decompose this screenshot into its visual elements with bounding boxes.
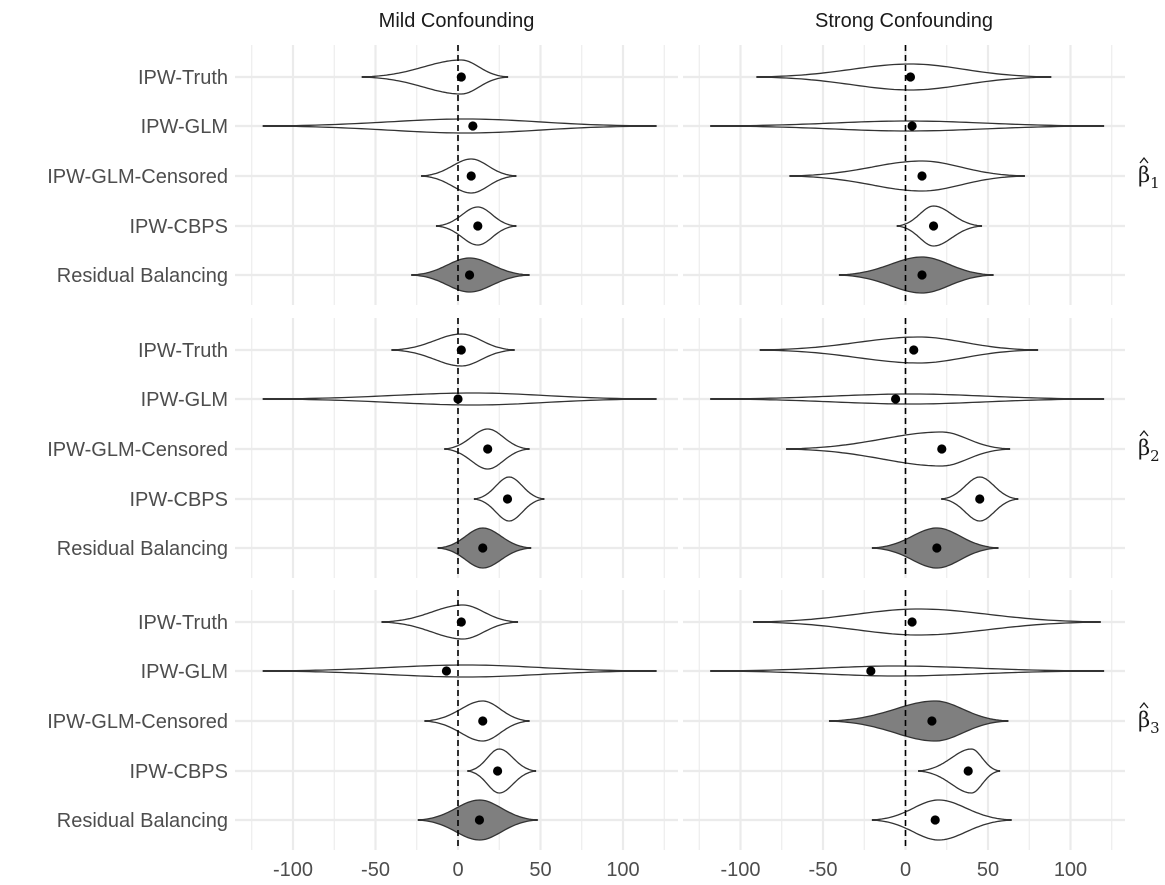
mean-point <box>891 394 901 404</box>
mean-point <box>478 716 488 726</box>
x-tick-label: 0 <box>900 859 911 881</box>
row-strip-label: β1 <box>1138 163 1160 192</box>
violin-ipw-truth <box>759 336 1039 364</box>
mean-point <box>907 121 917 131</box>
x-tick-label: 50 <box>529 859 551 881</box>
mean-point <box>456 345 466 355</box>
mean-point <box>466 171 476 181</box>
x-tick-label: -100 <box>720 859 760 881</box>
mean-point <box>905 72 916 82</box>
method-tick-label: IPW-CBPS <box>129 761 228 783</box>
violin-ipw-glm <box>262 118 657 134</box>
mean-point <box>963 766 973 776</box>
mean-point <box>917 270 927 280</box>
x-tick-label: 100 <box>1054 859 1087 881</box>
method-tick-label: IPW-CBPS <box>129 216 228 238</box>
mean-point <box>502 494 513 504</box>
mean-point <box>441 666 452 676</box>
mean-point <box>909 345 919 355</box>
method-tick-label: IPW-GLM <box>141 389 228 411</box>
row-strip-label: β3 <box>1138 708 1160 737</box>
mean-point <box>928 221 939 231</box>
panel-r2-c2 <box>683 318 1125 578</box>
method-tick-label: IPW-GLM <box>141 116 228 138</box>
method-tick-label: Residual Balancing <box>57 810 228 832</box>
violin-ipw-truth <box>753 608 1101 636</box>
violin-ipw-truth <box>391 333 515 367</box>
method-tick-label: IPW-Truth <box>138 67 228 89</box>
mean-point <box>456 617 466 627</box>
panel-r3-c1 <box>235 590 678 850</box>
violin-residual-balancing <box>838 256 994 294</box>
row-strip-label: β2 <box>1138 436 1160 465</box>
mean-point <box>932 543 942 553</box>
mean-point <box>927 716 937 726</box>
mean-point <box>866 666 876 676</box>
violin-ipw-cbps <box>896 205 983 247</box>
method-tick-label: IPW-GLM <box>141 661 228 683</box>
method-tick-label: IPW-GLM-Censored <box>47 439 228 461</box>
panel-r2-c1 <box>235 318 678 578</box>
mean-point <box>464 270 475 280</box>
x-tick-label: -50 <box>361 859 390 881</box>
violin-ipw-glm-censored <box>786 431 1011 467</box>
violin-ipw-glm-censored <box>424 700 530 742</box>
mean-point <box>907 617 917 627</box>
x-tick-label: -50 <box>809 859 838 881</box>
panel-r1-c1 <box>235 45 678 305</box>
violin-ipw-truth <box>381 604 519 640</box>
violin-ipw-truth <box>756 63 1052 91</box>
violin-ipw-cbps <box>918 748 1001 794</box>
mean-point <box>453 394 463 404</box>
mean-point <box>937 444 947 454</box>
violin-ipw-truth <box>361 59 509 95</box>
mean-point <box>478 543 488 553</box>
column-title: Mild Confounding <box>379 10 535 32</box>
column-title: Strong Confounding <box>815 10 993 32</box>
violin-ipw-glm-censored <box>789 160 1025 192</box>
violin-ipw-glm <box>262 664 657 678</box>
hat-accent <box>1139 156 1149 164</box>
method-tick-label: IPW-GLM-Censored <box>47 166 228 188</box>
method-tick-label: IPW-CBPS <box>129 489 228 511</box>
hat-accent <box>1139 429 1149 437</box>
method-tick-label: IPW-Truth <box>138 340 228 362</box>
panel-r1-c2 <box>683 45 1125 305</box>
mean-point <box>483 444 493 454</box>
mean-point <box>473 221 483 231</box>
method-tick-label: Residual Balancing <box>57 265 228 287</box>
hat-accent <box>1139 701 1149 709</box>
mean-point <box>493 766 503 776</box>
violin-ipw-glm <box>710 393 1105 405</box>
method-tick-label: IPW-GLM-Censored <box>47 711 228 733</box>
x-tick-label: -100 <box>273 859 313 881</box>
mean-point <box>474 815 485 825</box>
mean-point <box>930 815 940 825</box>
violin-ipw-glm-censored <box>828 700 1009 742</box>
mean-point <box>468 121 478 131</box>
mean-point <box>975 494 985 504</box>
panel-r3-c2 <box>683 590 1125 850</box>
violin-ipw-glm <box>710 120 1105 132</box>
x-tick-label: 0 <box>452 859 463 881</box>
method-tick-label: IPW-Truth <box>138 612 228 634</box>
violin-residual-balancing <box>871 799 1012 841</box>
mean-point <box>917 171 927 181</box>
violin-ipw-glm <box>710 665 1105 677</box>
x-tick-label: 50 <box>977 859 999 881</box>
method-tick-label: Residual Balancing <box>57 538 228 560</box>
x-tick-label: 100 <box>606 859 639 881</box>
mean-point <box>456 72 466 82</box>
